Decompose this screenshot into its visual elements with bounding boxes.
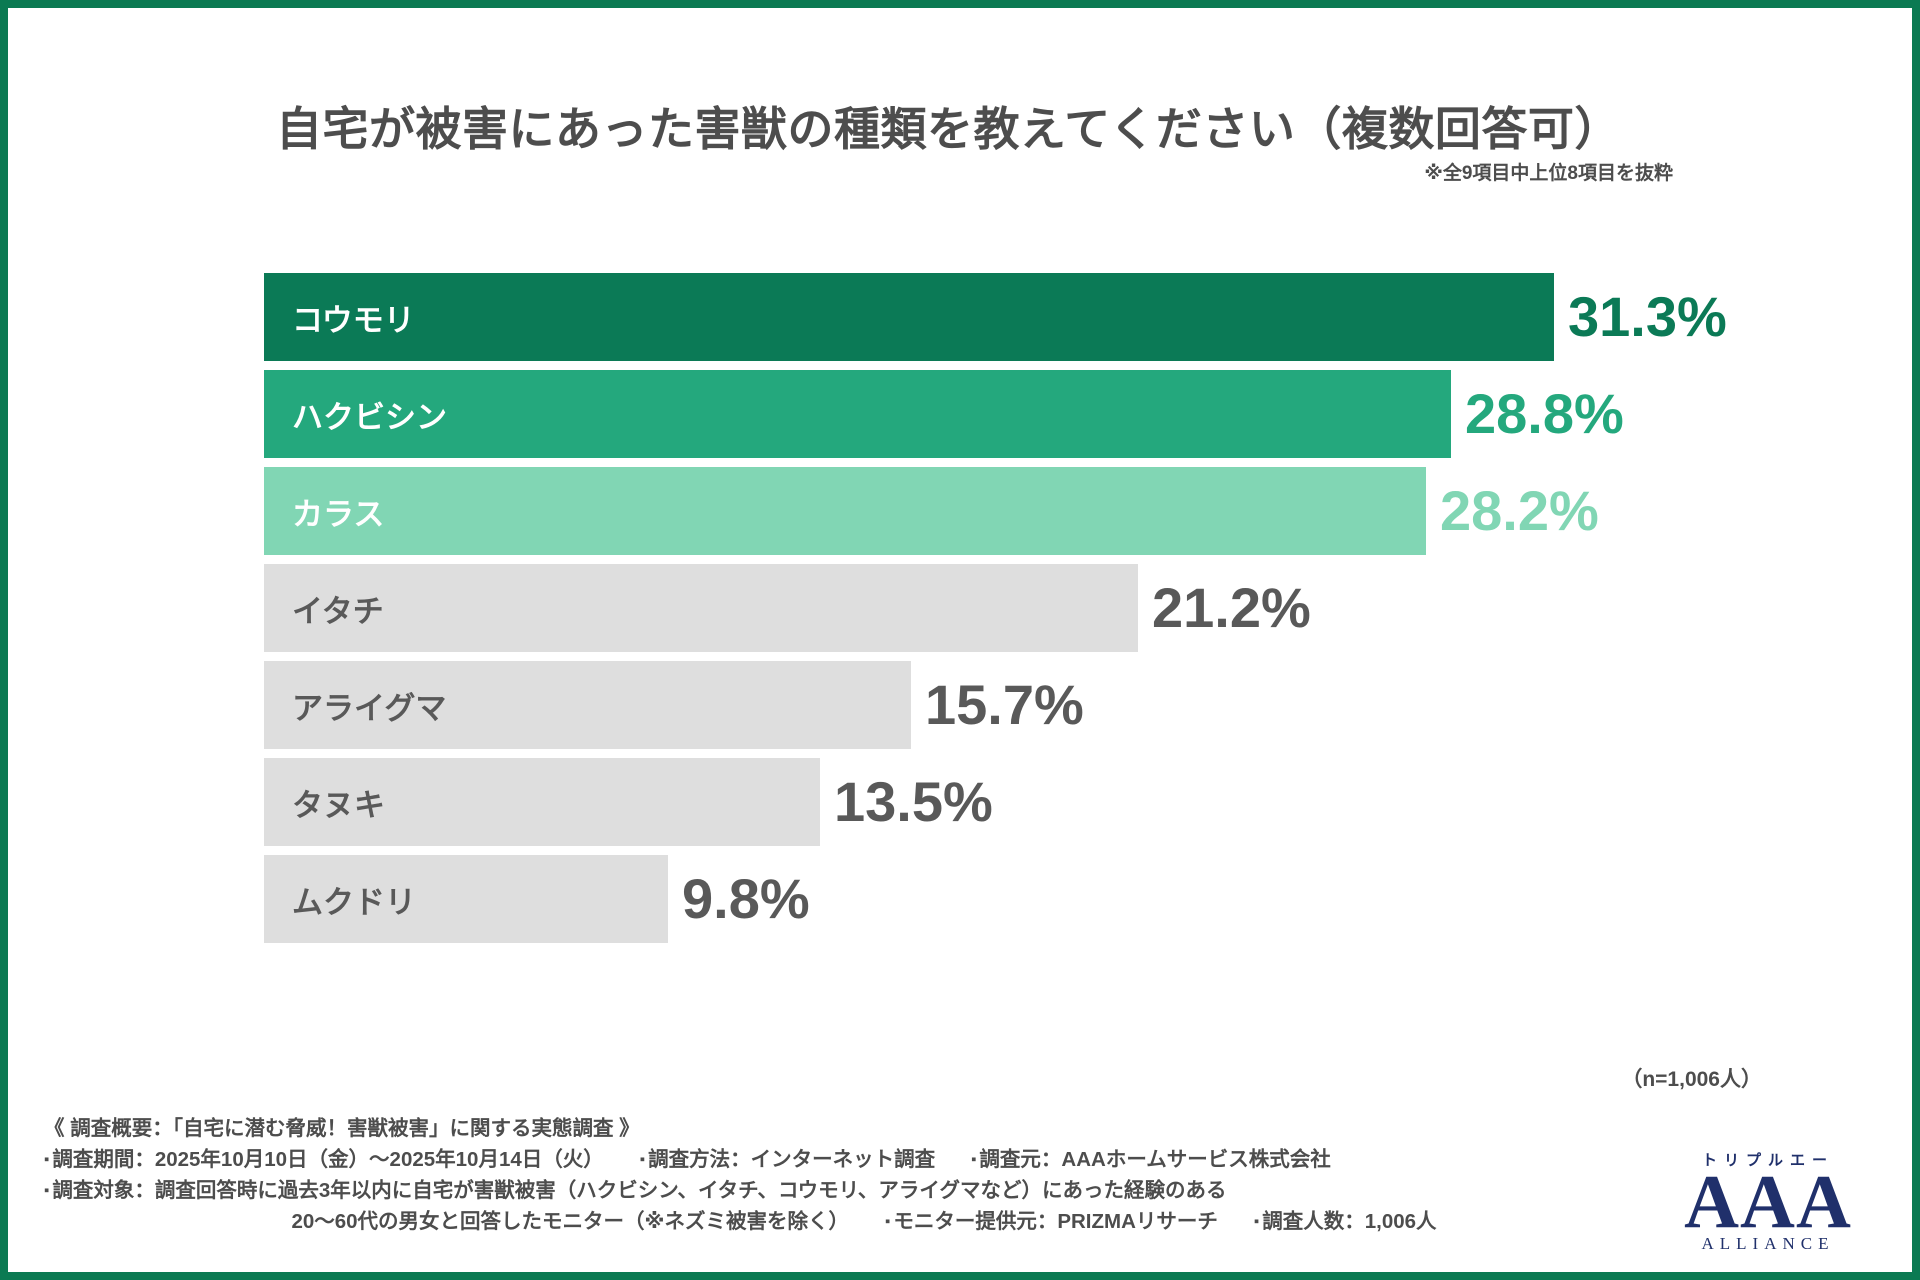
bar-value-3: 21.2% xyxy=(1152,576,1311,639)
bar-label-6: ムクドリ xyxy=(292,884,416,920)
footnote-row-3: 20〜60代の男女と回答したモニター（※ネズミ被害を除く） ▪ モニター提供元：PR… xyxy=(44,1206,1644,1237)
bullet-square-icon: ▪ xyxy=(885,1213,891,1231)
footnote-target: 調査対象：調査回答時に過去3年以内に自宅が害獣被害（ハクビシン、イタチ、コウモリ… xyxy=(52,1179,1227,1203)
bar-label-4: アライグマ xyxy=(292,690,447,726)
table-row: ムクドリ 9.8% xyxy=(264,855,1684,943)
footnote-row-1: ▪ 調査期間：2025年10月10日（金）〜2025年10月14日（火） ▪ 調査方法… xyxy=(44,1144,1644,1175)
bar-chart: コウモリ 31.3% ハクビシン 28.8% カラス 28.2% イタチ 21.… xyxy=(264,273,1727,1013)
bar-1: ハクビシン xyxy=(264,370,1451,458)
bullet-square-icon: ▪ xyxy=(1253,1213,1260,1231)
footnote-target-cont: 20〜60代の男女と回答したモニター（※ネズミ被害を除く） xyxy=(291,1210,849,1234)
bullet-square-icon: ▪ xyxy=(971,1151,977,1169)
company-logo: トリプルエー AAA ALLIANCE xyxy=(1648,1149,1888,1254)
bar-label-2: カラス xyxy=(292,496,385,532)
poster-frame: 自宅が被害にあった害獣の種類を教えてください（複数回答可） ※全9項目中上位8項… xyxy=(8,8,1912,1272)
table-row: コウモリ 31.3% xyxy=(264,273,1727,361)
bar-4: アライグマ xyxy=(264,661,911,749)
footnote-period: 調査期間：2025年10月10日（金）〜2025年10月14日（火） xyxy=(52,1148,604,1172)
footnote-method: 調査方法：インターネット調査 xyxy=(648,1148,936,1172)
logo-mark-text: AAA xyxy=(1684,1160,1852,1244)
survey-footnotes: 《 調査概要：「自宅に潜む脅威！害獣被害」に関する実態調査 》 ▪ 調査期間：20… xyxy=(44,1113,1644,1238)
bar-value-5: 13.5% xyxy=(834,770,993,833)
table-row: ハクビシン 28.8% xyxy=(264,370,1684,458)
chart-subtitle-note: ※全9項目中上位8項目を抜粋 xyxy=(1424,163,1673,184)
footnote-survey-overview: 《 調査概要：「自宅に潜む脅威！害獣被害」に関する実態調査 》 xyxy=(44,1117,640,1140)
bar-3: イタチ xyxy=(264,564,1138,652)
bar-0: コウモリ xyxy=(264,273,1554,361)
bar-6: ムクドリ xyxy=(264,855,668,943)
bullet-square-icon: ▪ xyxy=(639,1151,646,1169)
bar-label-1: ハクビシン xyxy=(292,399,447,435)
bar-2: カラス xyxy=(264,467,1426,555)
footnote-monitor-provider: モニター提供元：PRIZMAリサーチ xyxy=(893,1210,1218,1234)
table-row: イタチ 21.2% xyxy=(264,564,1684,652)
bar-5: タヌキ xyxy=(264,758,820,846)
page-title: 自宅が被害にあった害獣の種類を教えてください（複数回答可） xyxy=(276,103,1621,155)
logo-wordmark: ALLIANCE xyxy=(1701,1234,1835,1253)
bar-value-6: 9.8% xyxy=(682,867,810,930)
bar-value-2: 28.2% xyxy=(1440,479,1599,542)
footnote-source: 調査元：AAAホームサービス株式会社 xyxy=(979,1148,1331,1172)
table-row: アライグマ 15.7% xyxy=(264,661,1684,749)
bullet-square-icon: ▪ xyxy=(44,1182,50,1200)
table-row: タヌキ 13.5% xyxy=(264,758,1684,846)
bar-label-5: タヌキ xyxy=(292,787,385,823)
bullet-square-icon: ▪ xyxy=(44,1151,50,1169)
bar-label-3: イタチ xyxy=(292,593,384,629)
logo-kana-reading: トリプルエー xyxy=(1701,1152,1834,1169)
sample-size-label: （n=1,006人） xyxy=(1621,1068,1762,1091)
footnote-respondents: 調査人数：1,006人 xyxy=(1262,1210,1437,1234)
footnote-row-2: ▪ 調査対象：調査回答時に過去3年以内に自宅が害獣被害（ハクビシン、イタチ、コウモ… xyxy=(44,1175,1644,1206)
bar-value-4: 15.7% xyxy=(925,673,1084,736)
bar-value-0: 31.3% xyxy=(1568,285,1727,348)
bar-label-0: コウモリ xyxy=(292,302,415,338)
bar-value-1: 28.8% xyxy=(1465,382,1624,445)
table-row: カラス 28.2% xyxy=(264,467,1684,555)
